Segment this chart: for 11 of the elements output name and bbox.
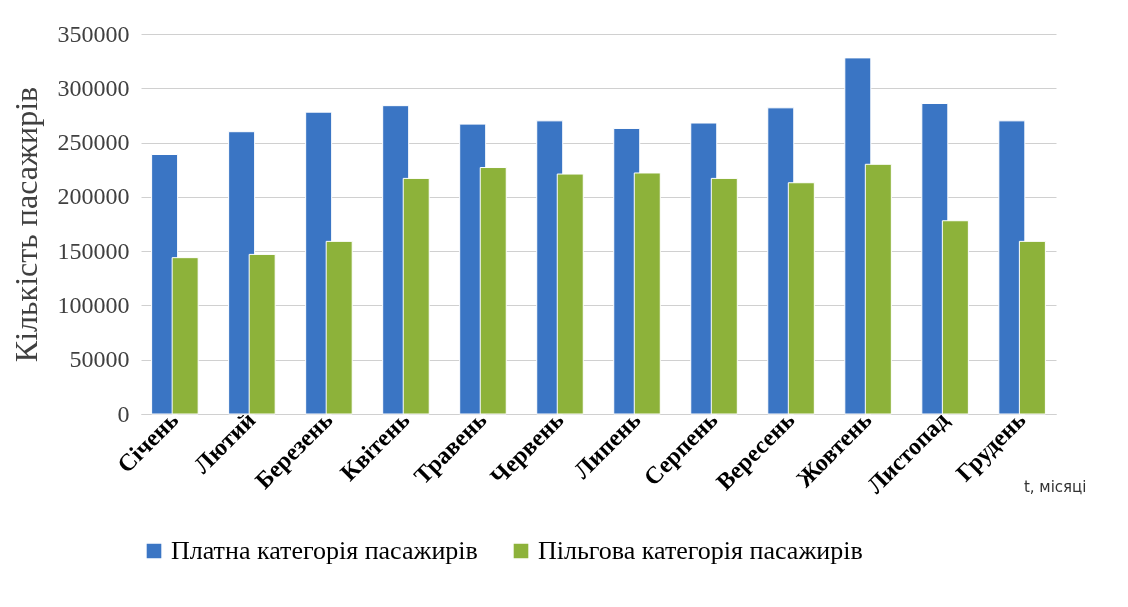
- legend-label: Платна категорія пасажирів: [171, 536, 478, 565]
- y-tick-label: 150000: [57, 237, 130, 264]
- y-tick-label: 300000: [57, 74, 130, 101]
- y-tick-label: 200000: [57, 183, 130, 210]
- legend-label: Пільгова категорія пасажирів: [538, 536, 863, 565]
- y-axis-title: Кількість пасажирів: [7, 86, 44, 363]
- y-tick-label: 250000: [57, 129, 130, 156]
- y-tick-label: 50000: [69, 346, 130, 373]
- y-tick-label: 350000: [57, 20, 130, 47]
- y-tick-label: 100000: [57, 291, 130, 318]
- x-axis-title: t, місяці: [1023, 478, 1087, 497]
